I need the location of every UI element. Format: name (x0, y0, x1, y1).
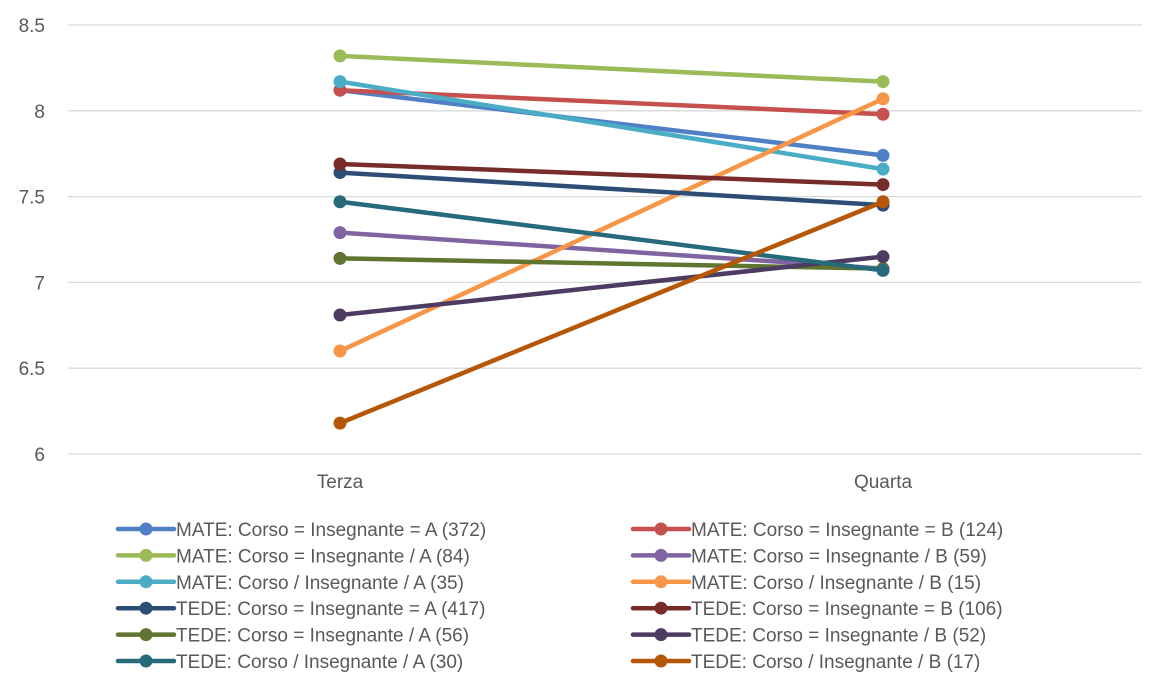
y-axis-ticks: 6 6.5 7 7.5 8 8.5 (19, 16, 45, 466)
legend-swatch-marker (139, 654, 153, 668)
series-line (337, 53, 886, 84)
x-axis-ticks: Terza Quarta (317, 472, 913, 493)
legend-item: MATE: Corso / Insegnante / A (35) (115, 573, 464, 594)
series-line (337, 230, 886, 271)
legend-swatch-marker (654, 601, 668, 615)
legend-item: MATE: Corso = Insegnante = B (124) (630, 520, 1003, 541)
data-point (333, 49, 347, 63)
series-11 (333, 195, 890, 277)
gridlines (68, 24, 1142, 455)
legend-label: TEDE: Corso = Insegnante / B (52) (691, 626, 986, 647)
data-point (876, 178, 890, 192)
y-tick-label: 8 (34, 102, 45, 123)
legend-item: TEDE: Corso = Insegnante = B (106) (630, 599, 1003, 620)
series-line (337, 87, 886, 158)
data-point (333, 344, 347, 358)
data-point (876, 107, 890, 121)
data-point (876, 92, 890, 106)
data-point (876, 75, 890, 89)
series-line (337, 199, 886, 426)
legend-item: TEDE: Corso / Insegnante / B (17) (630, 652, 980, 673)
series-8 (333, 157, 890, 192)
legend-item: MATE: Corso = Insegnante = A (372) (115, 520, 486, 541)
legend-item: TEDE: Corso / Insegnante / A (30) (115, 652, 463, 673)
series-lines (333, 49, 890, 430)
legend-item: TEDE: Corso = Insegnante / A (56) (115, 626, 469, 647)
data-point (333, 195, 347, 209)
legend-label: TEDE: Corso = Insegnante = B (106) (691, 599, 1003, 620)
data-point (876, 263, 890, 277)
data-point (333, 75, 347, 89)
legend-item: TEDE: Corso = Insegnante / B (52) (630, 626, 986, 647)
legend-swatch-marker (139, 548, 153, 562)
legend-label: MATE: Corso = Insegnante = A (372) (176, 520, 486, 541)
legend-swatch-marker (654, 548, 668, 562)
series-line (337, 254, 886, 318)
legend-label: TEDE: Corso = Insegnante / A (56) (176, 626, 469, 647)
series-10 (333, 250, 890, 322)
y-tick-label: 8.5 (19, 16, 45, 37)
series-6 (333, 92, 890, 358)
legend-label: MATE: Corso = Insegnante = B (124) (691, 520, 1003, 541)
legend-swatch-marker (139, 522, 153, 536)
x-tick-label: Terza (317, 472, 364, 493)
legend: MATE: Corso = Insegnante = A (372) MATE: … (115, 520, 1003, 673)
y-tick-label: 6.5 (19, 359, 45, 380)
legend-label: TEDE: Corso / Insegnante / B (17) (691, 652, 980, 673)
legend-swatch-marker (139, 575, 153, 589)
series-line (337, 161, 886, 187)
legend-label: MATE: Corso / Insegnante / B (15) (691, 573, 981, 594)
data-point (876, 162, 890, 176)
legend-item: MATE: Corso = Insegnante / A (84) (115, 546, 470, 567)
data-point (333, 251, 347, 265)
y-tick-label: 6 (34, 445, 45, 466)
data-point (876, 195, 890, 209)
data-point (876, 250, 890, 264)
legend-swatch-marker (654, 654, 668, 668)
legend-item: MATE: Corso = Insegnante / B (59) (630, 546, 987, 567)
y-tick-label: 7.5 (19, 188, 45, 209)
data-point (876, 148, 890, 162)
data-point (333, 308, 347, 322)
series-12 (333, 195, 890, 430)
legend-swatch-marker (654, 522, 668, 536)
x-tick-label: Quarta (854, 472, 913, 493)
legend-swatch-marker (139, 628, 153, 642)
series-5 (333, 75, 890, 176)
legend-item: TEDE: Corso = Insegnante = A (417) (115, 599, 485, 620)
series-line (337, 170, 886, 208)
y-tick-label: 7 (34, 273, 45, 294)
legend-swatch-marker (654, 628, 668, 642)
legend-label: MATE: Corso = Insegnante / A (84) (176, 546, 470, 567)
legend-swatch-marker (139, 601, 153, 615)
legend-label: TEDE: Corso = Insegnante = A (417) (176, 599, 485, 620)
legend-label: MATE: Corso = Insegnante / B (59) (691, 546, 987, 567)
legend-label: MATE: Corso / Insegnante / A (35) (176, 573, 464, 594)
series-2 (333, 83, 890, 121)
data-point (333, 157, 347, 171)
legend-swatch-marker (654, 575, 668, 589)
series-line (337, 79, 886, 172)
legend-label: TEDE: Corso / Insegnante / A (30) (176, 652, 463, 673)
series-line (337, 199, 886, 273)
data-point (333, 226, 347, 240)
legend-item: MATE: Corso / Insegnante / B (15) (630, 573, 981, 594)
data-point (333, 416, 347, 430)
series-3 (333, 49, 890, 89)
series-line (337, 96, 886, 354)
